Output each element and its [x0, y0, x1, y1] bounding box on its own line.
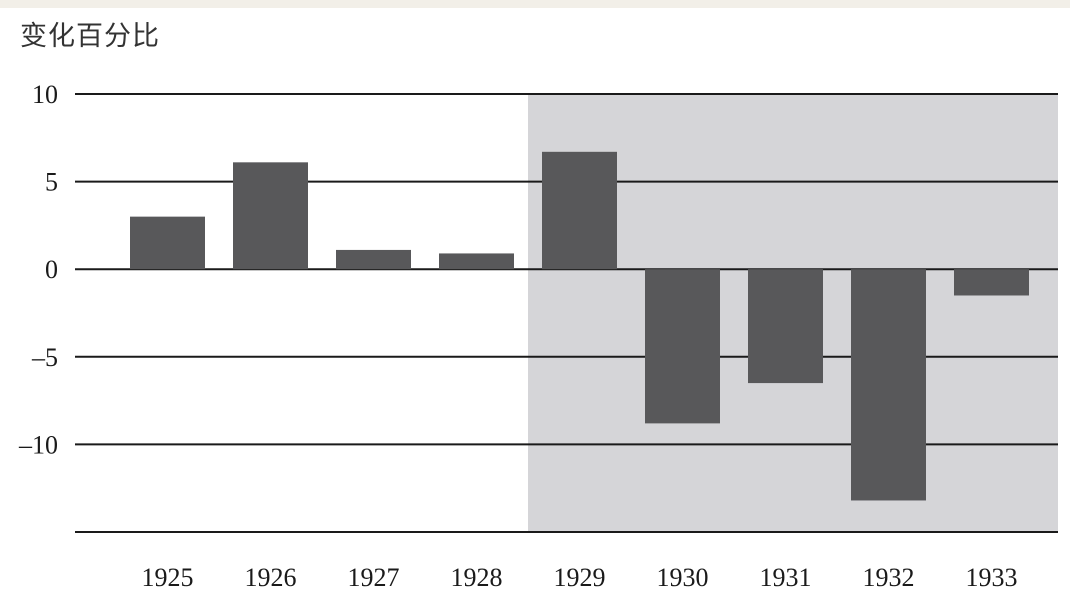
y-tick-label: –5 — [31, 343, 58, 372]
y-tick-label: 5 — [45, 168, 58, 197]
bar-1931 — [748, 269, 823, 384]
y-tick-label: 10 — [32, 80, 58, 109]
x-tick-label: 1928 — [451, 563, 503, 592]
x-tick-label: 1932 — [863, 563, 915, 592]
y-tick-labels: 10 5 0 –5 –10 — [18, 80, 58, 459]
bar-1933 — [954, 269, 1029, 296]
bar-1928 — [439, 253, 514, 270]
bar-1925 — [130, 216, 205, 270]
bar-1926 — [233, 162, 308, 270]
x-tick-label: 1930 — [657, 563, 709, 592]
bar-1927 — [336, 249, 411, 270]
bar-1929 — [542, 151, 617, 270]
x-tick-label: 1929 — [554, 563, 606, 592]
x-tick-label: 1925 — [142, 563, 194, 592]
x-tick-labels: 1925 1926 1927 1928 1929 1930 1931 1932 1933 — [142, 563, 1018, 592]
x-tick-label: 1927 — [348, 563, 400, 592]
bars — [130, 151, 1029, 501]
bar-1930 — [645, 269, 720, 424]
x-tick-label: 1933 — [966, 563, 1018, 592]
bar-1932 — [851, 269, 926, 501]
x-tick-label: 1931 — [760, 563, 812, 592]
top-strip — [0, 0, 1070, 8]
y-tick-label: –10 — [18, 430, 58, 459]
y-axis-label: 变化百分比 — [20, 21, 160, 52]
x-tick-label: 1926 — [245, 563, 297, 592]
y-tick-label: 0 — [45, 255, 58, 284]
